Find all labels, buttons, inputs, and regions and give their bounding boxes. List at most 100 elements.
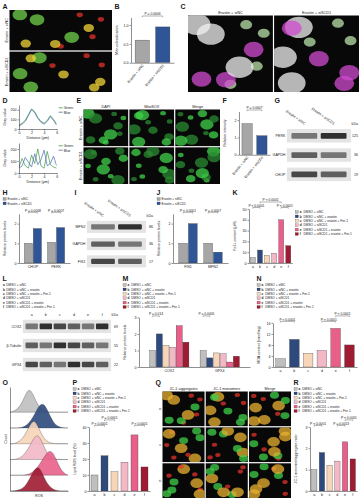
bar: [317, 350, 327, 367]
x-axis: abcdef: [274, 368, 358, 373]
x-axis-title: Distance (μm): [27, 136, 49, 140]
blot-band: [54, 324, 66, 330]
legend-key: c: [262, 292, 264, 296]
bar: [276, 359, 286, 367]
y-tick-label: 1: [135, 349, 137, 353]
blot-band: [26, 362, 38, 368]
blot-strip: [23, 320, 111, 333]
y-tick-label: 20: [83, 458, 87, 462]
bar: [303, 353, 313, 367]
cell-signal: [249, 440, 258, 447]
y-tick-label: 0: [245, 262, 247, 266]
cell-signal: [207, 152, 220, 162]
legend-swatch: [73, 388, 76, 391]
y-tick-mark: [238, 137, 240, 138]
legend-label: DMSO + siNC + erastin: [81, 392, 115, 396]
blot-band: [291, 133, 317, 139]
cell-signal: [136, 163, 142, 167]
y-tick: 16: [267, 322, 274, 326]
legend-swatch: [123, 301, 126, 304]
cell-signal: [166, 474, 171, 478]
p-value: P < 0.0001: [321, 318, 337, 322]
x-axis-line: [311, 491, 358, 492]
blot-band: [54, 362, 66, 368]
legend-key: d: [3, 296, 5, 300]
legend-label: DMSO + siSCD1 + erastin + Fer-1: [265, 305, 314, 309]
micrograph-panel: Erastin + siNCErastin + siSCD1: [183, 11, 360, 94]
y-tick-mark: [172, 224, 174, 225]
legend-swatch: [59, 145, 63, 146]
p-value: P = 0.0008: [25, 209, 41, 213]
x-tick: f: [288, 265, 289, 269]
x-axis-line: [90, 491, 151, 492]
cell-signal: [163, 429, 176, 439]
image-cell: [206, 463, 248, 498]
legend-key: d: [299, 400, 301, 404]
y-tick-mark: [88, 459, 90, 460]
blot-band: [96, 343, 108, 349]
cell-signal: [21, 40, 32, 48]
legend-label: DMSO + siNC + erastin: [302, 392, 336, 396]
bar: [220, 354, 226, 367]
column-label: Erastin + siSCD1: [302, 11, 331, 15]
cell-signal: [203, 131, 209, 135]
legend-key: d: [78, 400, 80, 404]
cell-signal: [113, 122, 123, 129]
p-value: P = 0.0007: [205, 209, 221, 213]
image-cell: [10, 10, 113, 50]
legend-swatch: [257, 292, 260, 295]
cell-signal: [93, 177, 99, 181]
blot-band: [82, 362, 94, 368]
bar-chart: 012Erastin + siNCErastin + siSCD1Relativ…: [223, 106, 271, 179]
cell-signal: [139, 174, 145, 178]
cell-signal: [195, 434, 204, 441]
y-axis-title: Gray value: [3, 149, 7, 166]
cell-signal: [119, 155, 129, 162]
legend-label: DMSO + siNC + erastin + Fer-1: [265, 292, 310, 296]
cell-signal: [83, 24, 94, 32]
blot-band: [40, 324, 52, 330]
legend-key: e: [299, 405, 301, 409]
line-chart: GreenBlue01002000246Distance (μm)Gray va…: [3, 106, 73, 141]
cell-signal: [267, 437, 280, 447]
y-tick-label: 100: [11, 118, 17, 122]
line: [19, 149, 57, 168]
x-tick-label: MFN2: [208, 265, 218, 269]
lane-label: b: [45, 313, 47, 317]
y-tick-mark: [248, 209, 250, 210]
lane-label: c: [59, 313, 61, 317]
row-label: Erastin + siNC: [79, 115, 83, 140]
cell-signal: [240, 20, 252, 29]
column-label: DAPI: [101, 105, 110, 109]
p-value: P = 0.014: [149, 312, 163, 316]
cell-signal: [167, 119, 173, 123]
legend-label: DMSO + siSCD1: [303, 223, 327, 227]
y-axis-line: [19, 214, 20, 263]
lane-label: Erastin + siSCD1: [311, 107, 336, 126]
y-tick: 30: [243, 229, 250, 233]
y-tick: 2: [306, 447, 311, 451]
legend-label: DMSO + siSCD1 + erastin: [303, 228, 340, 232]
cell-signal: [129, 124, 140, 134]
band-name: COX2: [12, 325, 22, 329]
cell-signal: [148, 127, 158, 134]
legend-swatch: [59, 107, 63, 108]
legend-swatch: [257, 284, 260, 287]
panel-label: O: [3, 379, 9, 386]
x-tick-label: b: [104, 493, 106, 497]
cell-signal: [260, 463, 269, 470]
x-tick-label: f: [144, 493, 145, 497]
bar-chart: 0123COX2GPX4Relative protein levelsaDMSO…: [123, 283, 251, 372]
cell-signal: [197, 23, 225, 44]
column-label: MitoSOX: [144, 105, 160, 109]
blot-band: [68, 362, 80, 368]
legend-label: Green: [64, 106, 74, 110]
legend-key: a: [3, 283, 5, 287]
lane-label: f: [102, 313, 103, 317]
y-axis-line: [249, 210, 250, 264]
cell-signal: [217, 487, 230, 497]
blot-band: [82, 343, 94, 349]
cell-signal: [192, 472, 197, 476]
y-tick: 20: [83, 458, 90, 462]
y-tick-label: 0: [15, 172, 17, 176]
